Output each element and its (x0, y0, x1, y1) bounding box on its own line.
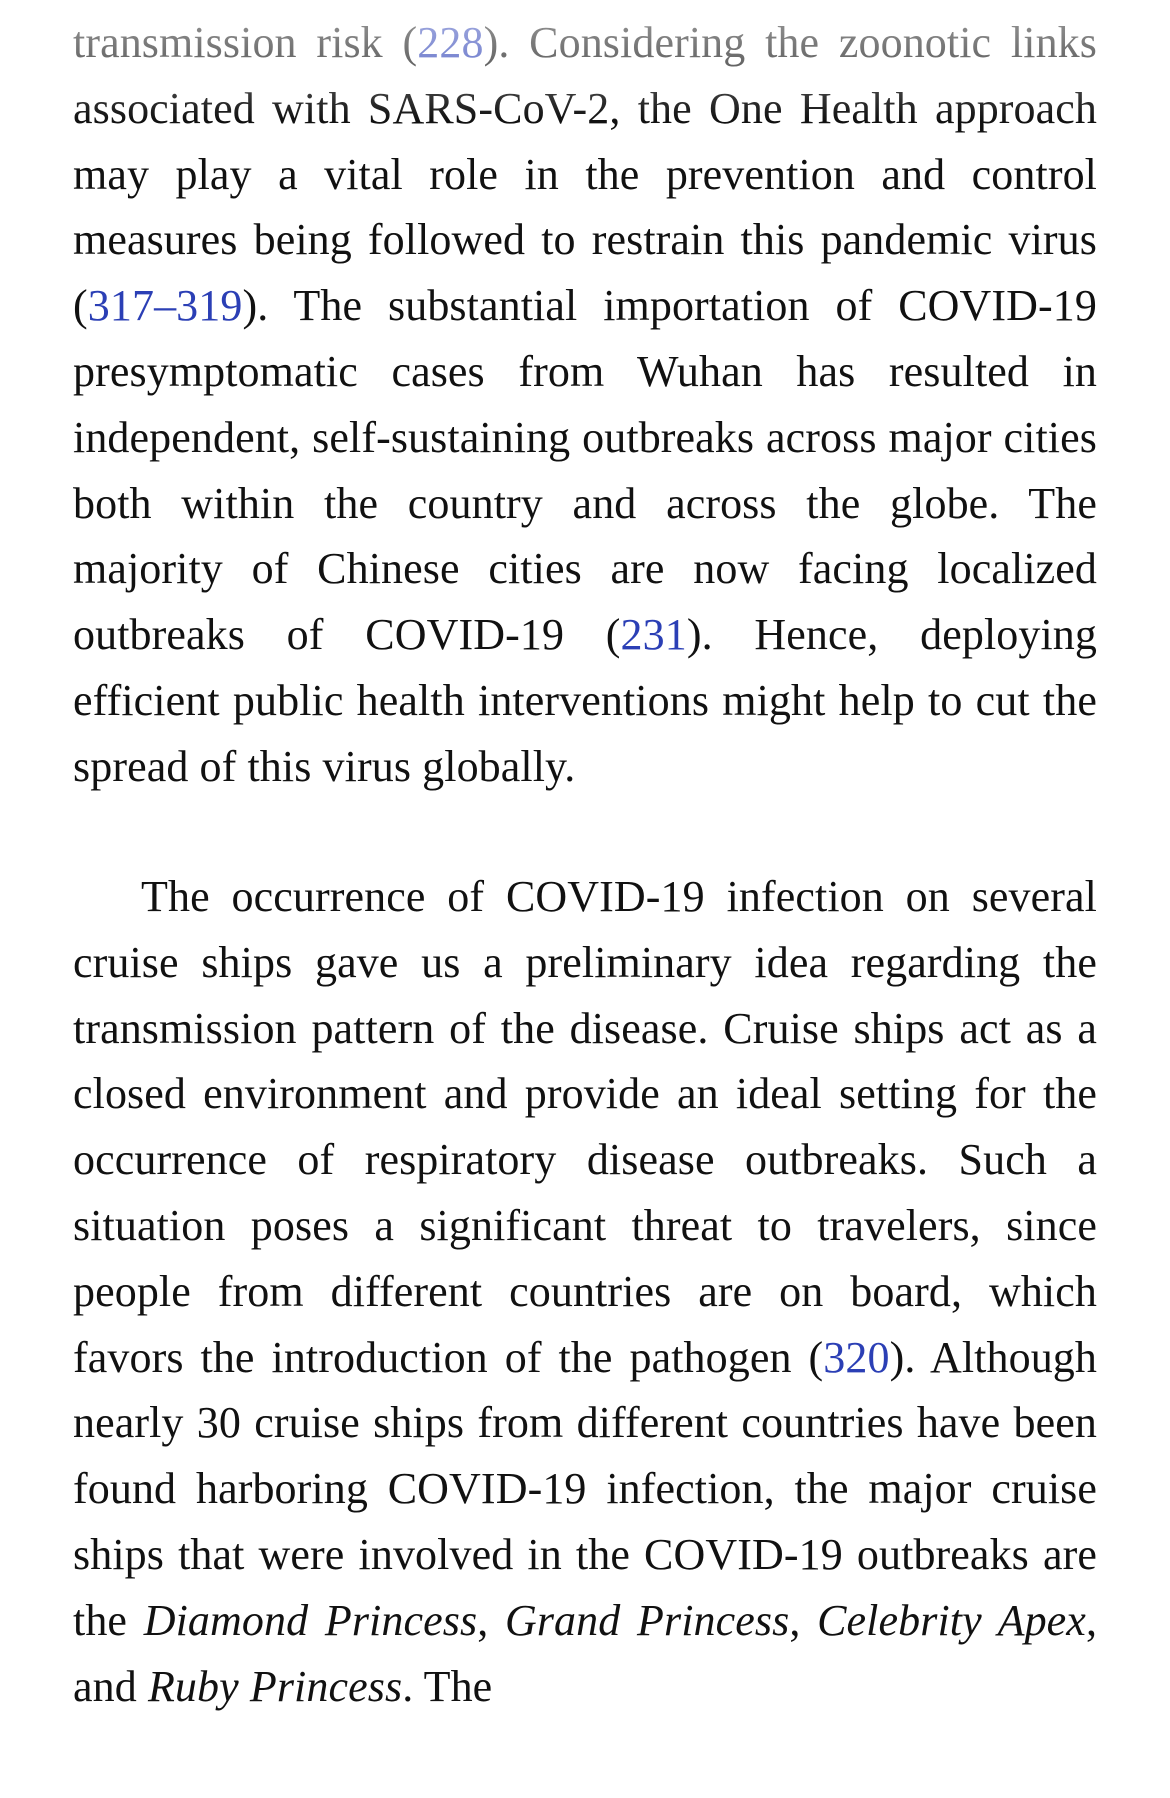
ship-name-ruby-princess: Ruby Princess (147, 1661, 403, 1711)
paragraph-text: . The (402, 1661, 493, 1711)
paragraph-text: , (477, 1595, 505, 1645)
citation-link-317-319[interactable]: 317–319 (87, 281, 243, 331)
paragraph-text: , and (73, 1595, 1098, 1711)
body-paragraph-2: The occurrence of COVID-19 infection on … (73, 864, 1097, 1719)
citation-link-228[interactable]: 228 (417, 18, 484, 67)
body-paragraph-1: transmission risk (228). Considering the… (73, 10, 1097, 800)
paragraph-text: The occurrence of COVID-19 infection on … (73, 872, 1097, 1382)
ship-name-diamond-princess: Diamond Princess (143, 1595, 478, 1645)
ship-name-celebrity-apex: Celebrity Apex (817, 1595, 1086, 1645)
ship-name-grand-princess: Grand Princess (504, 1595, 790, 1645)
paragraph-text: ). Hence, deploying efficient public hea… (73, 610, 1097, 791)
paragraph-text: , (789, 1595, 818, 1645)
paragraph-text: transmission risk ( (73, 18, 418, 67)
paragraph-text: ). Although nearly 30 cruise ships from … (73, 1332, 1098, 1645)
paragraph-text: ). The substantial importation of COVID-… (73, 281, 1097, 660)
citation-link-231[interactable]: 231 (620, 610, 687, 660)
citation-link-320[interactable]: 320 (823, 1332, 890, 1382)
